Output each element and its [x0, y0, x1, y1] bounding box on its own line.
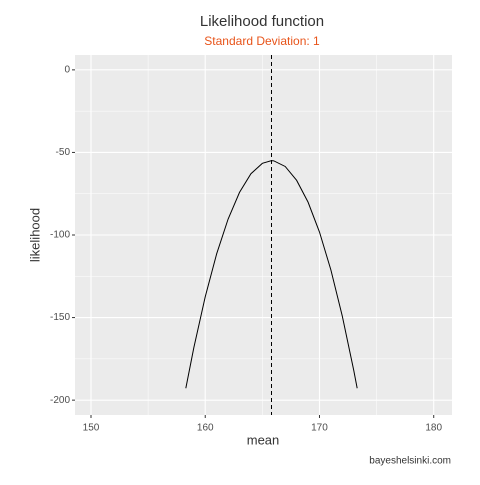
x-tick-label: 170 — [311, 423, 328, 434]
x-tick-label: 150 — [83, 423, 100, 434]
y-tick-label: -50 — [56, 147, 71, 158]
y-tick-label: -100 — [50, 230, 70, 241]
chart-title: Likelihood function — [200, 13, 324, 30]
chart-subtitle: Standard Deviation: 1 — [204, 34, 320, 48]
caption: bayeshelsinki.com — [369, 456, 451, 467]
x-tick-label: 160 — [197, 423, 214, 434]
y-axis-label: likelihood — [27, 208, 42, 262]
y-tick-label: -200 — [50, 395, 70, 406]
line — [185, 160, 358, 389]
x-tick-label: 180 — [425, 423, 442, 434]
x-axis-label: mean — [247, 432, 280, 447]
plot-area — [75, 55, 452, 415]
y-tick-label: -150 — [50, 312, 70, 323]
y-tick-label: 0 — [64, 65, 70, 76]
